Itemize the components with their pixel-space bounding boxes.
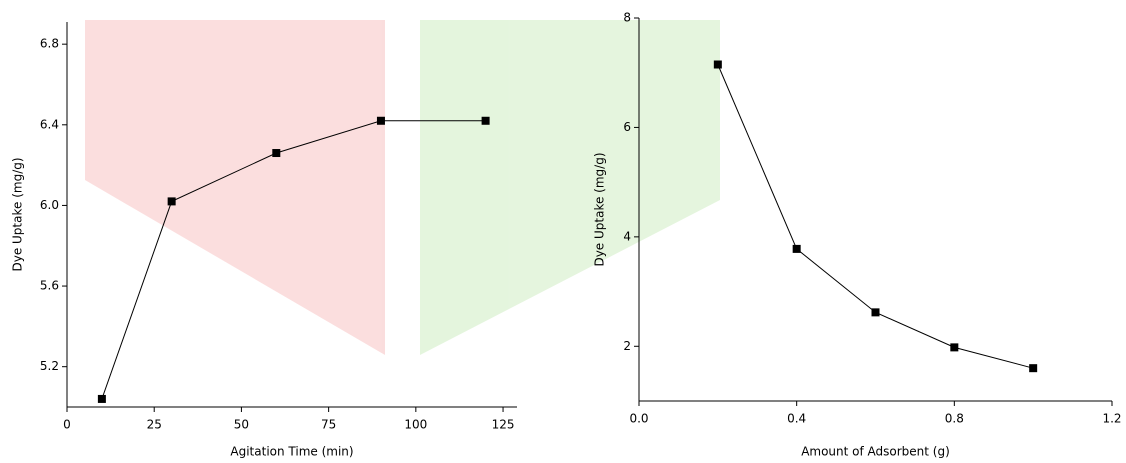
y-tick-label: 8: [623, 11, 631, 25]
y-axis-label: Dye Uptake (mg/g): [593, 152, 607, 266]
marker: [1029, 364, 1037, 372]
x-tick-label: 50: [234, 418, 249, 432]
y-tick-label: 6.4: [40, 117, 59, 131]
y-tick-label: 4: [623, 229, 631, 243]
marker: [872, 308, 880, 316]
x-tick-label: 25: [147, 418, 162, 432]
marker: [482, 117, 490, 125]
x-axis-label: Agitation Time (min): [230, 445, 353, 459]
x-tick-label: 75: [321, 418, 336, 432]
x-axis-label: Amount of Adsorbent (g): [801, 445, 950, 459]
x-tick-label: 100: [404, 418, 427, 432]
marker: [377, 117, 385, 125]
y-tick-label: 5.2: [40, 359, 59, 373]
line: [718, 65, 1033, 369]
watermark-shape: [420, 20, 720, 355]
y-tick-label: 2: [623, 339, 631, 353]
x-tick-label: 1.2: [1102, 412, 1121, 426]
marker: [272, 149, 280, 157]
marker: [714, 61, 722, 69]
y-axis-label: Dye Uptake (mg/g): [11, 157, 25, 271]
x-tick-label: 0.4: [787, 412, 806, 426]
marker: [950, 343, 958, 351]
y-tick-label: 6.0: [40, 198, 59, 212]
figure: 0 25 50 75 100 125 5.2 5.6 6.4 6.8 6.0 Agitation Ti…: [0, 0, 1126, 463]
watermark: [85, 20, 720, 355]
x-tick-label: 0.8: [945, 412, 964, 426]
x-tick-label: 125: [492, 418, 515, 432]
marker: [793, 245, 801, 253]
x-tick-label: 0.0: [629, 412, 648, 426]
x-tick-label: 0: [63, 418, 71, 432]
watermark-shape: [85, 20, 385, 355]
marker: [98, 395, 106, 403]
marker: [168, 197, 176, 205]
y-tick-label: 5.6: [40, 279, 59, 293]
y-tick-label: 6.8: [40, 37, 59, 51]
y-tick-label: 6: [623, 120, 631, 134]
